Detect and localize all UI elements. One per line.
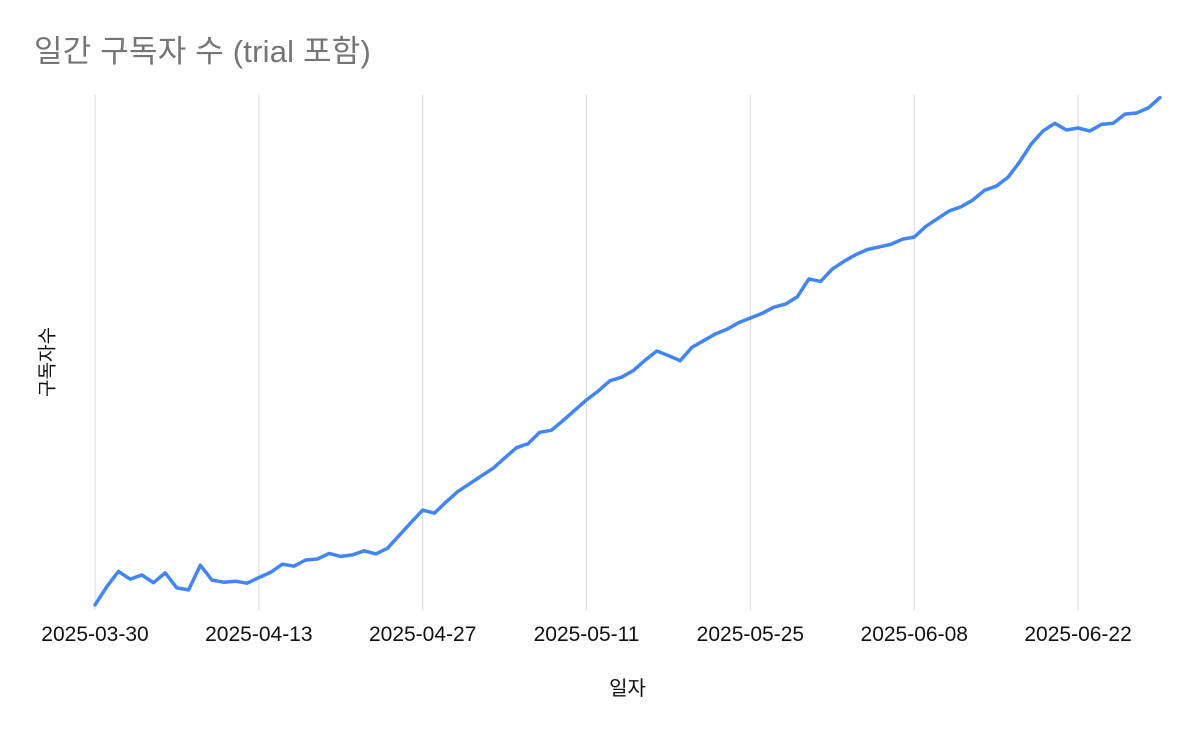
x-tick-label: 2025-05-11 (534, 623, 640, 646)
x-tick-label: 2025-06-08 (861, 623, 968, 646)
x-tick-label: 2025-03-30 (41, 623, 148, 646)
x-tick-label: 2025-04-27 (369, 623, 476, 646)
subscribers-series-line (93, 95, 1162, 607)
x-tick-label: 2025-05-25 (697, 623, 804, 646)
x-axis-title: 일자 (609, 678, 646, 700)
chart-title: 일간 구독자 수 (trial 포함) (34, 34, 372, 69)
x-tick-label: 2025-04-13 (205, 623, 312, 646)
x-tick-label: 2025-06-22 (1024, 623, 1131, 646)
